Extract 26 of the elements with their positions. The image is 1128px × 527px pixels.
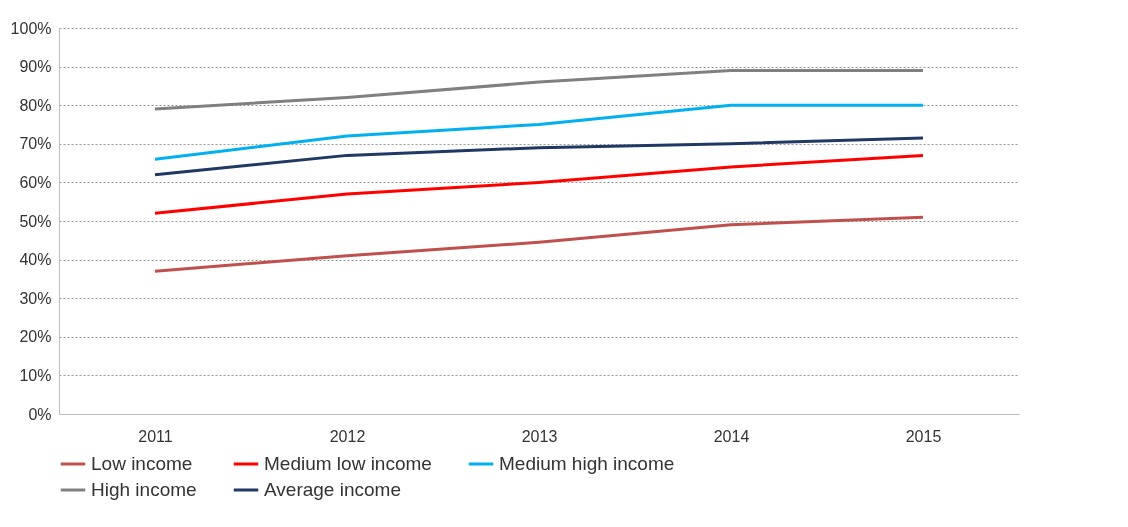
y-tick-label: 100% [10,19,52,37]
x-tick-label: 2012 [329,427,366,445]
line-series [153,215,925,273]
y-tick-label: 10% [19,366,52,384]
y-tick-label: 80% [19,96,52,114]
line-series [153,68,925,111]
legend-label: Average income [264,479,401,500]
line-series [153,153,925,215]
legend-label: Medium low income [264,453,432,474]
y-tick-label: 30% [19,289,52,307]
line-series [153,103,925,161]
y-tick-label: 70% [19,135,52,153]
y-tick-label: 40% [19,251,52,269]
x-tick-label: 2011 [138,427,173,445]
line-series [153,136,925,177]
x-tick-label: 2015 [905,427,942,445]
y-tick-label: 90% [19,58,52,76]
legend-label: Medium high income [499,453,675,474]
x-tick-label: 2014 [713,427,750,445]
legend-label: Low income [91,453,193,474]
y-tick-label: 0% [28,405,52,423]
legend-label: High income [91,479,197,500]
y-tick-label: 60% [19,173,52,191]
y-tick-label: 20% [19,328,52,346]
y-tick-label: 50% [19,212,52,230]
x-tick-label: 2013 [521,427,558,445]
